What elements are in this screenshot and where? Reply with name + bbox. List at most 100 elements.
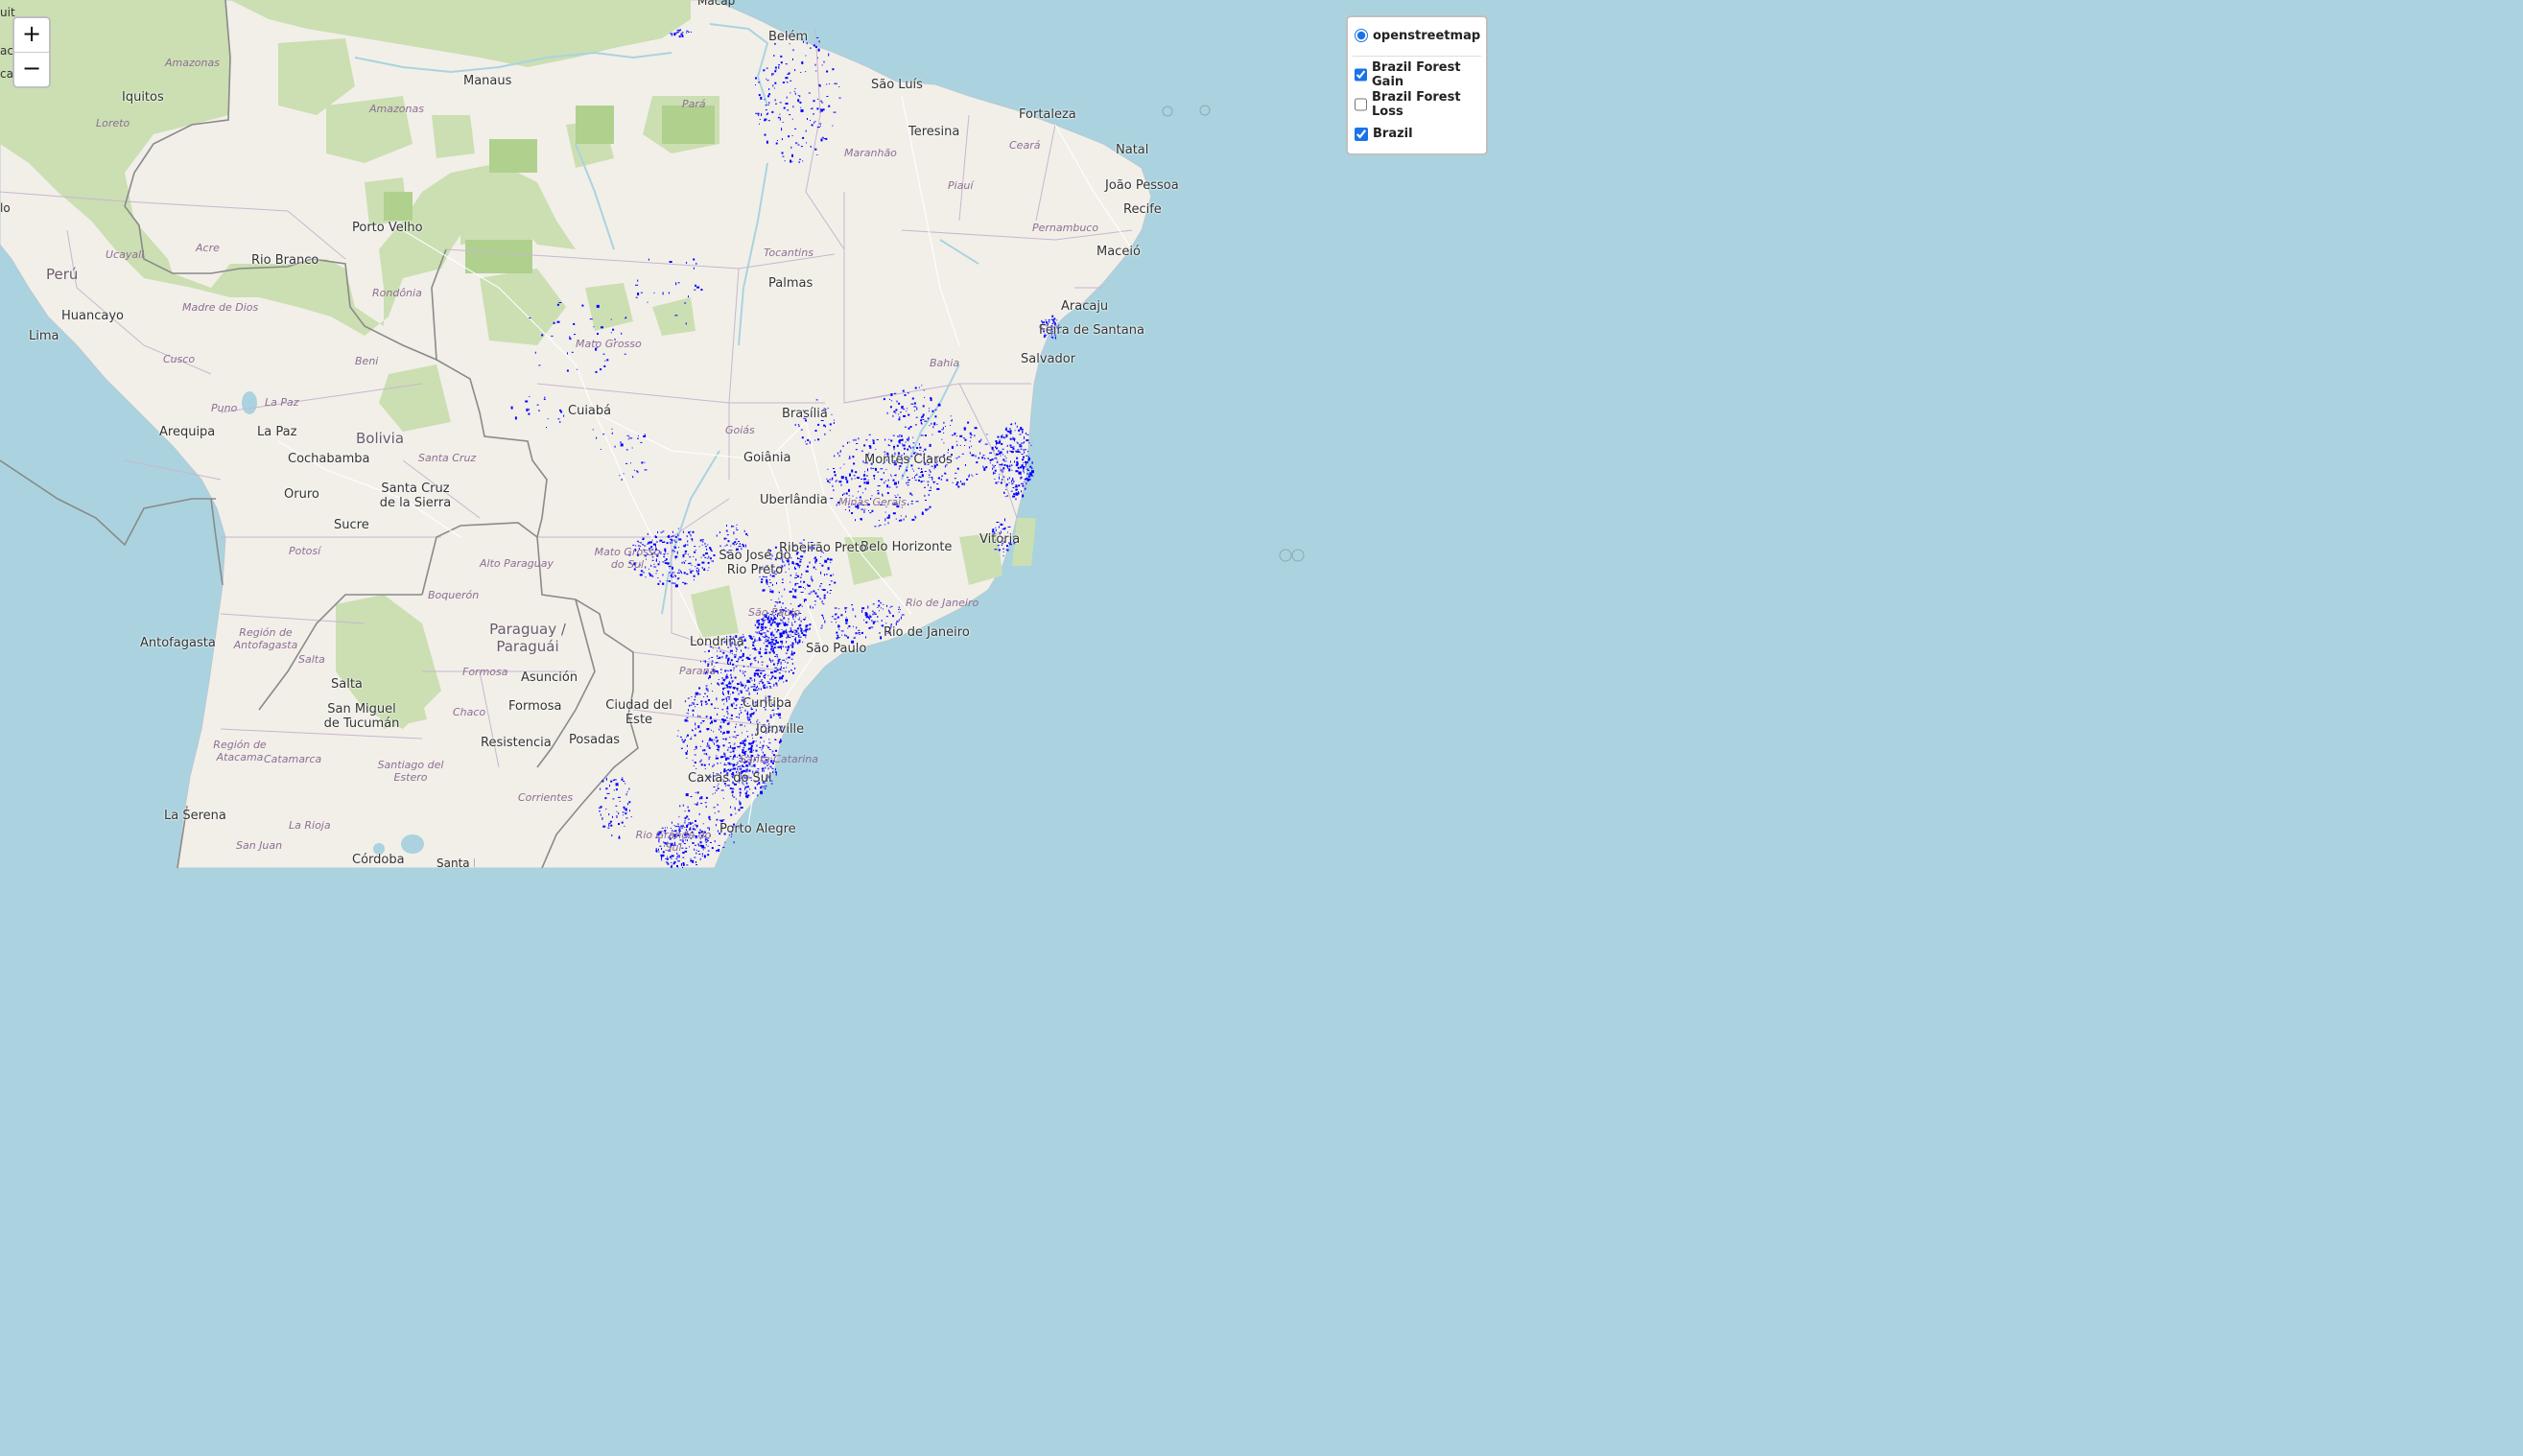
basemap[interactable] — [0, 0, 1504, 868]
city-label: Maceió — [1096, 245, 1141, 259]
city-label: La Paz — [257, 425, 297, 439]
region-label: Mato Grosso do Sul — [594, 546, 661, 571]
city-label: Formosa — [508, 699, 562, 714]
region-label: Beni — [355, 355, 379, 367]
city-label: São José do Rio Preto — [719, 549, 791, 577]
region-label: Santa Catarina — [740, 753, 819, 765]
zoom-control: + − — [12, 16, 51, 88]
city-label: Salta — [331, 677, 363, 692]
overlay-brazil[interactable]: Brazil — [1355, 119, 1486, 149]
edge-label: uit — [0, 6, 15, 19]
region-label: Santa Cruz — [418, 452, 477, 464]
city-label: Rio de Janeiro — [884, 625, 970, 640]
city-label: Montes Claros — [864, 453, 953, 467]
region-label: Salta — [298, 653, 325, 666]
country-label: Perú — [46, 266, 79, 283]
region-label: Bahia — [930, 357, 960, 369]
city-label: Rio Branco — [251, 253, 319, 268]
city-label: Cuiabá — [568, 404, 612, 418]
region-label: Rondônia — [372, 287, 422, 299]
city-label: Ciudad del Este — [605, 698, 672, 727]
edge-label: lo — [0, 201, 11, 215]
city-label: Caxias do Sul — [688, 771, 772, 786]
base-layer-label: openstreetmap — [1373, 28, 1481, 43]
edge-label: ac — [0, 44, 13, 58]
city-label: Natal — [1116, 143, 1149, 157]
overlay-label: Brazil Forest Gain — [1372, 59, 1461, 89]
city-label: Porto Velho — [352, 221, 423, 235]
region-label: Santiago del Estero — [377, 759, 444, 784]
country-label: Paraguay / Paraguái — [489, 621, 566, 655]
city-label: Sucre — [334, 518, 369, 532]
city-label: Santa Cruz de la Sierra — [379, 481, 452, 510]
region-label: Ceará — [1009, 139, 1041, 152]
city-label: Joinville — [756, 722, 805, 737]
region-label: La Paz — [265, 396, 299, 409]
city-label: Goiânia — [743, 451, 791, 465]
city-label: Teresina — [908, 125, 960, 139]
forest-gain-layer — [510, 29, 1061, 868]
edge-label: ca — [0, 67, 13, 81]
city-label: Posadas — [569, 733, 621, 747]
edge-label: Macapá — [697, 0, 736, 8]
region-label: Cusco — [163, 353, 196, 365]
city-label: Asunción — [521, 670, 578, 685]
region-label: Corrientes — [518, 791, 574, 804]
region-label: Mato Grosso — [576, 338, 642, 350]
city-label: Ribeirão Preto — [779, 541, 867, 555]
region-label: Tocantins — [764, 247, 813, 259]
overlay-label: Brazil — [1373, 127, 1413, 141]
region-label: Pernambuco — [1032, 222, 1099, 234]
region-label: San Juan — [236, 839, 283, 852]
city-label: Resistencia — [481, 736, 552, 750]
region-label: Amazonas — [369, 103, 424, 115]
region-label: Pará — [682, 98, 706, 110]
city-label: Oruro — [284, 487, 319, 502]
city-label: Córdoba — [352, 853, 405, 867]
city-label: Lima — [29, 329, 59, 343]
edge-label: Santa Fe — [436, 857, 475, 868]
region-label: Piauí — [948, 179, 974, 192]
city-label: Belo Horizonte — [861, 540, 953, 554]
protected-areas — [384, 106, 715, 273]
zoom-in-button[interactable]: + — [21, 20, 42, 47]
region-label: Región de Atacama — [213, 739, 267, 763]
rivers — [354, 23, 979, 615]
layers-control: openstreetmap Brazil Forest Gain Brazil … — [1346, 15, 1488, 155]
city-label: São Paulo — [806, 642, 867, 656]
city-label: Londrina — [690, 635, 744, 649]
overlay-forest-loss[interactable]: Brazil Forest Loss — [1355, 89, 1486, 119]
city-label: Porto Alegre — [719, 822, 796, 836]
city-label: Curitiba — [743, 696, 792, 711]
brazil-checkbox[interactable] — [1355, 127, 1368, 141]
openstreetmap-radio[interactable] — [1355, 29, 1368, 42]
base-layer-openstreetmap[interactable]: openstreetmap — [1355, 17, 1486, 54]
city-label: Recife — [1123, 202, 1162, 217]
region-label: Rio Grande do Sul — [635, 829, 712, 854]
forest-gain-checkbox[interactable] — [1355, 67, 1367, 82]
city-label: Arequipa — [159, 425, 216, 439]
overlay-forest-gain[interactable]: Brazil Forest Gain — [1355, 59, 1486, 89]
region-label: São Paulo — [748, 606, 801, 619]
city-label: San Miguel de Tucumán — [323, 702, 400, 731]
city-label: Aracaju — [1061, 299, 1109, 314]
forest-loss-checkbox[interactable] — [1355, 97, 1367, 111]
region-label: Ucayali — [106, 248, 145, 261]
region-label: Chaco — [453, 706, 486, 718]
city-label: Huancayo — [61, 309, 124, 323]
region-label: Región de Antofagasta — [233, 626, 298, 651]
region-label: Acre — [196, 242, 220, 254]
zoom-out-button[interactable]: − — [14, 52, 49, 86]
region-label: Boquerón — [428, 589, 480, 601]
region-label: Puno — [211, 402, 238, 414]
layers-separator — [1353, 56, 1481, 57]
city-label: Manaus — [463, 74, 512, 88]
city-label: Iquitos — [122, 90, 164, 105]
city-label: Uberlândia — [760, 493, 828, 507]
city-label: Antofagasta — [140, 636, 216, 650]
country-label: Bolivia — [356, 430, 405, 447]
region-label: Potosí — [289, 545, 321, 557]
city-label: Feira de Santana — [1039, 323, 1144, 338]
city-label: Belém — [768, 30, 809, 44]
map-canvas[interactable]: Belém Manaus Iquitos São Luís Fortaleza Teres… — [0, 0, 1504, 868]
